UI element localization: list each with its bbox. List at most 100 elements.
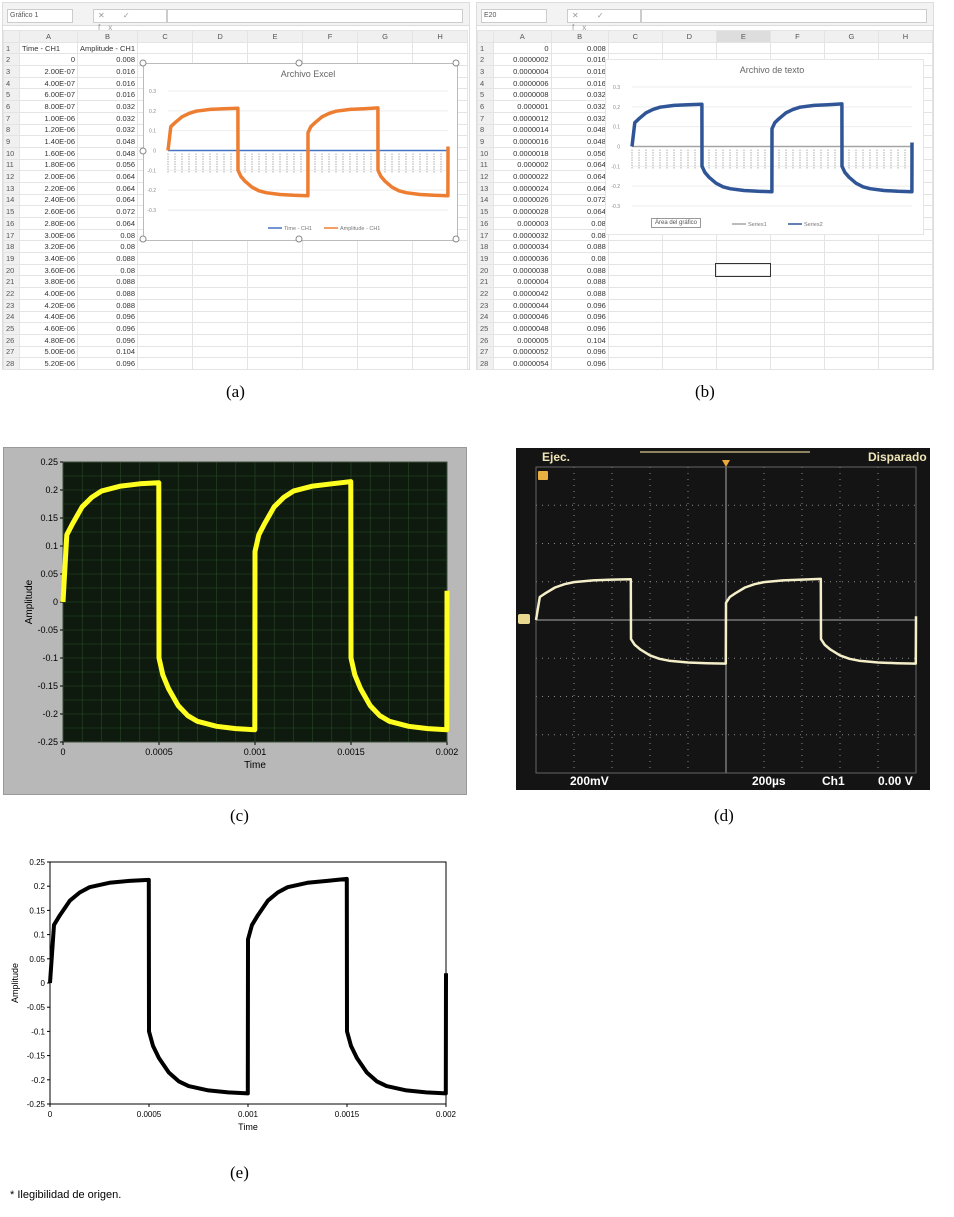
column-header[interactable]: G [823,30,879,43]
formula-input[interactable] [167,9,463,23]
cell[interactable]: 0.08 [550,228,609,242]
cell[interactable]: 3.00E-06 [19,228,78,242]
cell[interactable]: 0.0000032 [492,228,552,242]
column-header[interactable]: F [769,30,825,43]
cell[interactable]: 5.20E-06 [19,357,78,370]
row-number[interactable]: 16 [477,217,494,230]
cell[interactable] [661,357,717,370]
column-header[interactable]: D [661,30,717,43]
cell[interactable]: 1.60E-06 [19,146,78,160]
column-header[interactable]: H [877,30,934,43]
cell[interactable]: 2.40E-06 [19,193,78,207]
formula-icons[interactable]: ✕ ✓ fx [93,9,167,32]
cell[interactable]: 0.072 [76,205,139,218]
column-header[interactable]: E [715,30,771,43]
cell[interactable] [877,357,934,370]
cell[interactable]: 0.064 [76,217,139,230]
row-number[interactable]: 25 [477,322,494,335]
cell[interactable]: 0.096 [76,357,139,370]
cell[interactable]: 0.064 [76,170,139,183]
cell[interactable]: 0.064 [76,181,139,195]
cell[interactable]: 0.048 [550,135,609,148]
cell[interactable] [877,41,934,55]
row-number[interactable]: 17 [477,228,494,242]
row-number[interactable]: 24 [3,310,20,324]
cell[interactable]: 0.08 [76,240,139,254]
column-header[interactable]: D [192,30,249,43]
row-number[interactable]: 15 [477,205,494,218]
row-number[interactable]: 28 [477,357,494,370]
row-number[interactable]: 4 [477,76,494,90]
row-number[interactable]: 11 [3,158,20,172]
row-number[interactable]: 3 [477,65,494,78]
column-header[interactable]: H [412,30,469,43]
cell[interactable] [715,41,771,55]
cell[interactable]: 0.088 [550,240,609,254]
cell[interactable] [661,240,717,254]
cell[interactable]: 1.20E-06 [19,123,78,137]
cell[interactable] [877,240,934,254]
cell[interactable]: 0.056 [76,158,139,172]
cell[interactable] [715,240,771,254]
cell[interactable]: 0.048 [76,135,139,148]
cell[interactable]: 0 [492,41,552,55]
cell[interactable]: 0.064 [550,181,609,195]
chart-excel[interactable] [143,63,458,241]
cell[interactable] [412,357,469,370]
row-number[interactable]: 2 [477,53,494,67]
corner[interactable] [477,30,494,43]
row-number[interactable]: 9 [477,135,494,148]
row-number[interactable]: 5 [477,88,494,102]
cell[interactable] [412,41,469,55]
row-number[interactable]: 10 [3,146,20,160]
cell[interactable]: 1.80E-06 [19,158,78,172]
row-number[interactable]: 18 [477,240,494,254]
cell[interactable]: 0.008 [550,41,609,55]
cell[interactable] [661,41,717,55]
name-box[interactable]: E20 [481,9,547,23]
cell[interactable]: 0.0000028 [492,205,552,218]
column-header[interactable]: C [607,30,663,43]
cell[interactable]: 0.048 [550,123,609,137]
cell[interactable]: 0.08 [76,228,139,242]
row-number[interactable]: 10 [477,146,494,160]
cell[interactable]: Time - CH1 [19,41,78,55]
name-box[interactable]: Gráfico 1 [7,9,73,23]
column-header[interactable]: A [19,30,78,43]
cell[interactable]: 0.096 [76,322,139,335]
cell[interactable]: 0.048 [76,146,139,160]
row-number[interactable]: 28 [3,357,20,370]
column-header[interactable]: E [247,30,304,43]
cell[interactable] [715,357,771,370]
cell[interactable]: 0.08 [550,217,609,230]
row-number[interactable]: 26 [3,333,20,347]
row-number[interactable]: 13 [477,181,494,195]
row-number[interactable]: 6 [477,100,494,113]
column-header[interactable]: G [357,30,414,43]
row-number[interactable]: 8 [3,123,20,137]
cell[interactable]: 0.096 [550,357,609,370]
row-number[interactable]: 14 [477,193,494,207]
cell[interactable]: Amplitude - CH1 [76,41,139,55]
column-header[interactable]: C [137,30,194,43]
cell[interactable]: 0.064 [76,193,139,207]
row-number[interactable]: 12 [3,170,20,183]
cell[interactable] [412,240,469,254]
row-number[interactable]: 12 [477,170,494,183]
row-number[interactable]: 8 [477,123,494,137]
cell[interactable]: 0.0000034 [492,240,552,254]
row-number[interactable]: 19 [477,252,494,265]
cell[interactable]: 0.056 [550,146,609,160]
row-number[interactable]: 1 [3,41,20,55]
cell[interactable]: 0.064 [550,170,609,183]
row-number[interactable]: 11 [477,158,494,172]
row-number[interactable]: 1 [477,41,494,55]
cell[interactable]: 3.20E-06 [19,240,78,254]
row-number[interactable]: 27 [477,345,494,359]
cell[interactable]: 0.032 [76,123,139,137]
row-number[interactable]: 18 [3,240,20,254]
column-header[interactable]: B [550,30,609,43]
formula-input[interactable] [641,9,927,23]
cell[interactable]: 2.20E-06 [19,181,78,195]
formula-icons[interactable]: ✕ ✓ fx [567,9,641,32]
